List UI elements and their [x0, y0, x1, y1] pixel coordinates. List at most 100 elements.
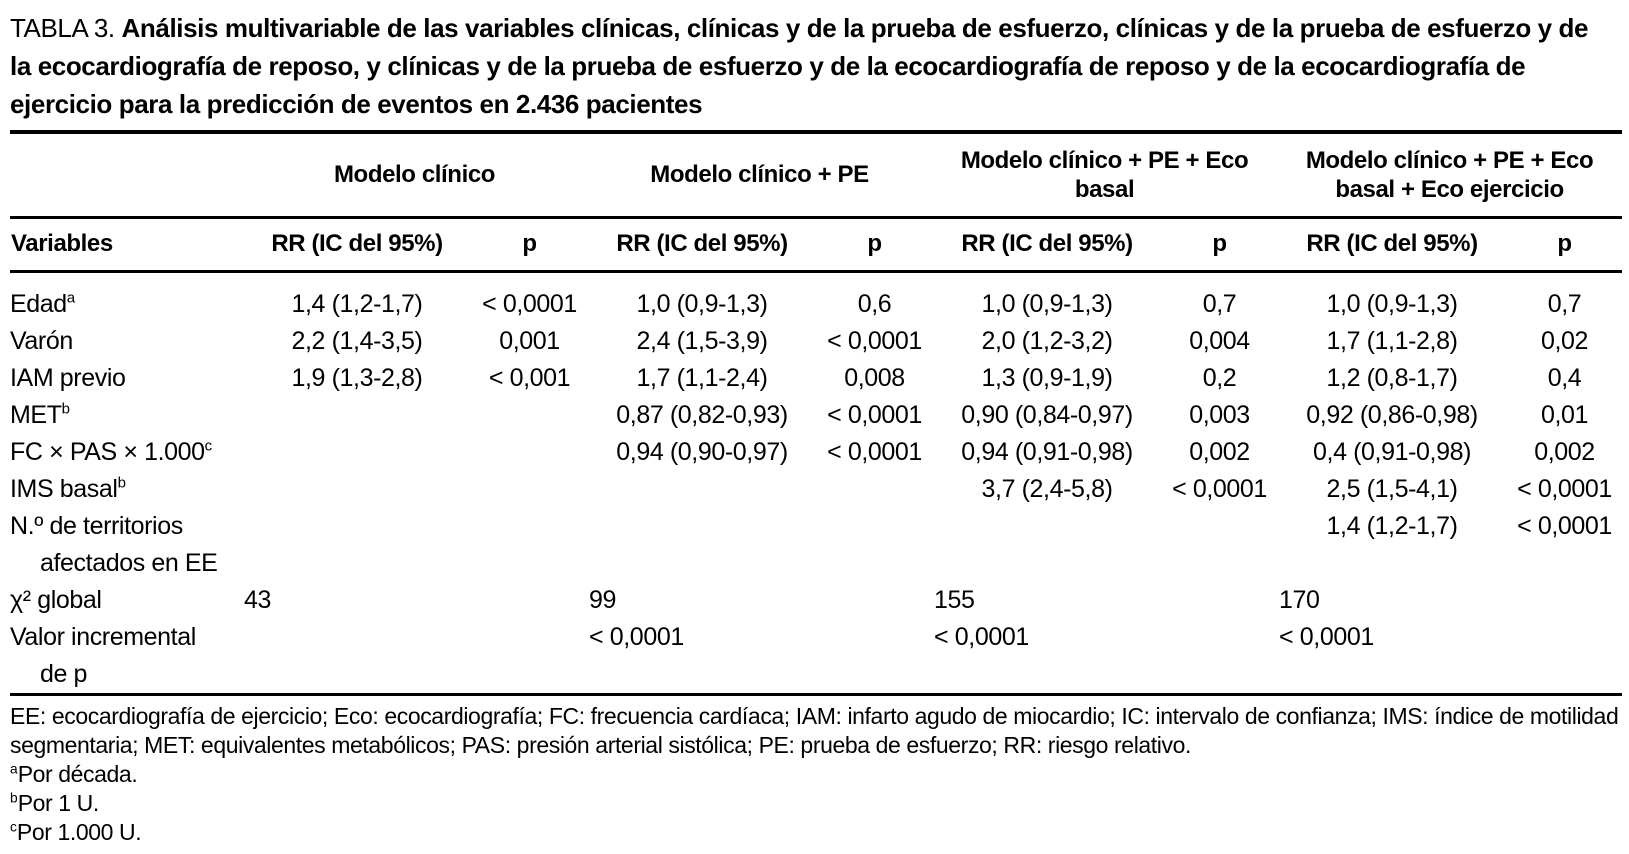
row-label: Valor incremental de p	[10, 619, 242, 695]
p-value: 0,003	[1189, 400, 1250, 429]
rr-value: 99	[589, 585, 617, 614]
rr-value: 0,4 (0,91-0,98)	[1313, 437, 1472, 466]
p-value: 0,004	[1189, 326, 1250, 355]
table-row: IAM previo 1,9 (1,3-2,8) < 0,001 1,7 (1,1-2…	[10, 360, 1622, 397]
table-row: Varón 2,2 (1,4-3,5) 0,001 2,4 (1,5-3,9) < 0,…	[10, 323, 1622, 360]
row-label-text: Varón	[10, 326, 73, 355]
column-header-rr: RR (IC del 95%)	[587, 217, 818, 273]
p-value: < 0,0001	[827, 437, 922, 466]
rr-value: 2,0 (1,2-3,2)	[981, 326, 1113, 355]
column-header-rr: RR (IC del 95%)	[1277, 217, 1508, 273]
p-value	[817, 508, 932, 582]
table-body: Edada 1,4 (1,2-1,7) < 0,0001 1,0 (0,9-1,3) 0…	[10, 271, 1622, 694]
p-value: 0,7	[1547, 289, 1582, 318]
row-label: IMS basalb	[10, 471, 242, 508]
footnote-marker: b	[117, 474, 126, 492]
table-caption: TABLA 3. Análisis multivariable de las v…	[10, 9, 1602, 123]
rr-value: 2,4 (1,5-3,9)	[636, 326, 768, 355]
rr-value	[242, 434, 472, 471]
group-header-modelo-clinico-pe-eco-basal: Modelo clínico + PE + Eco basal	[932, 132, 1278, 219]
column-header-rr: RR (IC del 95%)	[932, 217, 1163, 273]
group-header-modelo-clinico-pe: Modelo clínico + PE	[587, 132, 933, 219]
p-value	[1162, 508, 1277, 582]
p-value	[472, 582, 587, 619]
p-value: < 0,0001	[827, 400, 922, 429]
p-value: < 0,0001	[827, 326, 922, 355]
p-value	[472, 434, 587, 471]
column-header-p: p	[817, 217, 933, 273]
rr-value: 2,5 (1,5-4,1)	[1326, 474, 1458, 503]
rr-value	[242, 397, 472, 434]
footnote-marker: a	[66, 289, 76, 307]
rr-value	[587, 471, 817, 508]
footnote-note: bPor 1 U.	[10, 789, 99, 816]
row-label-continuation: afectados en EE	[40, 548, 218, 577]
row-label-text: METb	[10, 400, 70, 429]
group-header-modelo-clinico-pe-eco-basal-eco-ejercicio: Modelo clínico + PE + Eco basal + Eco ej…	[1277, 132, 1623, 219]
row-label: Edada	[10, 271, 242, 323]
rr-value: 1,0 (0,9-1,3)	[636, 289, 768, 318]
rr-value: 1,4 (1,2-1,7)	[1326, 511, 1458, 540]
footnote-note: aPor década.	[10, 760, 138, 787]
p-value: 0,001	[499, 326, 560, 355]
model-group-header-row: Modelo clínico Modelo clínico + PE Model…	[10, 132, 1623, 219]
table-row: χ² global 43 99 155 170	[10, 582, 1622, 619]
rr-value	[932, 508, 1162, 582]
rr-value: 1,9 (1,3-2,8)	[291, 363, 423, 392]
column-header-p: p	[1507, 217, 1623, 273]
p-value: < 0,0001	[482, 289, 577, 318]
p-value	[817, 619, 932, 695]
rr-value: 1,7 (1,1-2,4)	[636, 363, 768, 392]
row-label: IAM previo	[10, 360, 242, 397]
group-header-spacer	[10, 132, 242, 219]
row-label-text: N.º de territorios	[10, 511, 183, 540]
row-label-text: Edada	[10, 289, 76, 318]
table-row: IMS basalb 3,7 (2,4-5,8) < 0,0001 2,5 (1,5-…	[10, 471, 1622, 508]
p-value	[817, 471, 932, 508]
table-title-text: Análisis multivariable de las variables …	[10, 13, 1589, 119]
rr-value: 1,0 (0,9-1,3)	[1326, 289, 1458, 318]
rr-value: 0,94 (0,91-0,98)	[961, 437, 1133, 466]
rr-value: 2,2 (1,4-3,5)	[291, 326, 423, 355]
p-value: < 0,0001	[1172, 474, 1267, 503]
footnote-marker: a	[10, 760, 18, 776]
row-label-continuation: de p	[40, 659, 88, 688]
rr-value: 1,3 (0,9-1,9)	[981, 363, 1113, 392]
rr-value: < 0,0001	[1279, 622, 1374, 651]
row-label: χ² global	[10, 582, 242, 619]
table-row: Edada 1,4 (1,2-1,7) < 0,0001 1,0 (0,9-1,3) 0…	[10, 271, 1622, 323]
column-header-row: Variables RR (IC del 95%) p RR (IC del 9…	[10, 217, 1623, 273]
p-value: 0,002	[1189, 437, 1250, 466]
group-header-modelo-clinico: Modelo clínico	[242, 132, 588, 219]
rr-value: 43	[244, 585, 272, 614]
p-value: 0,01	[1541, 400, 1589, 429]
table-footnotes: EE: ecocardiografía de ejercicio; Eco: e…	[10, 696, 1620, 847]
footnote-note: cPor 1.000 U.	[10, 818, 142, 845]
p-value: 0,6	[857, 289, 892, 318]
rr-value: 1,2 (0,8-1,7)	[1326, 363, 1458, 392]
rr-value: 3,7 (2,4-5,8)	[981, 474, 1113, 503]
rr-value: 1,0 (0,9-1,3)	[981, 289, 1113, 318]
table-row: FC × PAS × 1.000c 0,94 (0,90-0,97) < 0,000…	[10, 434, 1622, 471]
rr-value	[242, 508, 472, 582]
table-row: N.º de territorios afectados en EE 1,4 (1,…	[10, 508, 1622, 582]
footnote-marker: c	[10, 818, 17, 834]
p-value: 0,002	[1534, 437, 1595, 466]
rr-value: < 0,0001	[934, 622, 1029, 651]
rr-value: 0,90 (0,84-0,97)	[961, 400, 1133, 429]
table-number: TABLA 3.	[10, 13, 115, 43]
p-value: < 0,001	[488, 363, 571, 392]
rr-value	[587, 508, 817, 582]
column-header-p: p	[1162, 217, 1278, 273]
p-value	[472, 619, 587, 695]
rr-value	[242, 619, 472, 695]
p-value	[1162, 582, 1277, 619]
p-value	[1507, 619, 1622, 695]
table-header: Modelo clínico Modelo clínico + PE Model…	[10, 132, 1623, 273]
p-value: 0,02	[1541, 326, 1589, 355]
p-value	[472, 508, 587, 582]
column-header-rr: RR (IC del 95%)	[242, 217, 472, 273]
rr-value: 170	[1279, 585, 1320, 614]
rr-value: 0,92 (0,86-0,98)	[1306, 400, 1478, 429]
